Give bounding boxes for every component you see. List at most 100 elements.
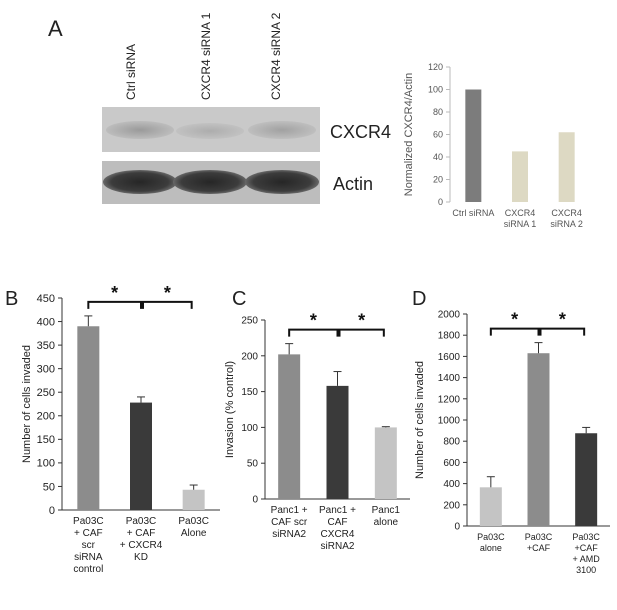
x-tick-label: siRNA 2 — [550, 219, 583, 229]
chart-b-pa03c-invasion: 0 50 100 150 200 250 300 350 400 450 Number of cel… — [21, 293, 220, 575]
y-tick-label: 0 — [438, 197, 443, 207]
x-tick-label: siRNA 1 — [504, 219, 537, 229]
bar — [278, 354, 301, 499]
y-tick-label: 150 — [37, 434, 55, 446]
cxcr4-band-sirna1 — [176, 123, 244, 139]
y-tick-label: 1000 — [438, 416, 461, 427]
x-tick-label: Pa03C — [572, 532, 600, 542]
y-tick-label: 0 — [454, 522, 460, 533]
y-tick-label: 250 — [241, 316, 258, 327]
chart-a-normalized-cxcr4: 0 20 40 60 80 100 120 Normalized CXCR4/Actin Ctr… — [403, 62, 583, 229]
y-tick-label: 600 — [443, 458, 460, 469]
x-tick-label: + CXCR4 — [120, 540, 163, 551]
x-tick-label: + AMD — [573, 554, 601, 564]
cxcr4-band-sirna2 — [248, 121, 316, 139]
x-tick-label: CXCR4 — [505, 208, 536, 218]
y-tick-label: 400 — [37, 316, 55, 328]
x-tick-label: Pa03C — [525, 532, 553, 542]
y-tick-label: 100 — [428, 85, 443, 95]
x-tick-label: alone — [374, 517, 399, 528]
blot-row-label-actin: Actin — [333, 174, 373, 194]
y-tick-label: 800 — [443, 437, 460, 448]
x-tick-label: CAF scr — [271, 517, 308, 528]
y-tick-label: 1400 — [438, 373, 461, 384]
y-tick-label: 50 — [247, 459, 259, 470]
bar — [575, 433, 598, 526]
y-tick-label: 2000 — [438, 310, 461, 321]
y-tick-label: 80 — [433, 107, 443, 117]
y-tick-label: 200 — [443, 500, 460, 511]
y-tick-label: 1600 — [438, 352, 461, 363]
x-tick-label: KD — [134, 552, 148, 563]
panel-label-b: B — [5, 288, 18, 310]
bar — [326, 385, 349, 499]
bar — [130, 402, 152, 510]
y-tick-label: 350 — [37, 340, 55, 352]
western-blot: Ctrl siRNA CXCR4 siRNA 1 CXCR4 siRNA 2 C… — [102, 12, 391, 204]
significance-bracket — [288, 328, 339, 337]
y-axis-title: Number of cells invaded — [414, 361, 426, 479]
significance-bracket — [539, 327, 586, 336]
y-tick-label: 300 — [37, 364, 55, 376]
y-tick-label: 150 — [241, 387, 258, 398]
significance-bracket — [87, 300, 142, 309]
x-tick-label: CXCR4 — [551, 208, 582, 218]
x-tick-label: Panc1 + — [319, 505, 356, 516]
x-tick-label: Ctrl siRNA — [452, 208, 494, 218]
blot-lane-label-ctrl: Ctrl siRNA — [124, 44, 138, 100]
x-tick-label: CAF — [328, 517, 348, 528]
actin-band-sirna2 — [245, 170, 319, 194]
x-tick-label: scr — [82, 540, 96, 551]
panel-label-a: A — [48, 16, 63, 41]
y-tick-label: 40 — [433, 152, 443, 162]
bar — [374, 427, 397, 499]
x-tick-label: Panc1 — [372, 505, 401, 516]
y-tick-label: 100 — [241, 423, 258, 434]
x-tick-label: siRNA2 — [321, 541, 355, 552]
x-tick-label: Pa03C — [126, 516, 157, 527]
significance-star: * — [358, 311, 365, 331]
x-tick-label: + CAF — [74, 528, 103, 539]
significance-star: * — [559, 310, 566, 330]
significance-bracket — [489, 327, 540, 336]
x-tick-label: CXCR4 — [321, 529, 355, 540]
x-tick-label: Pa03C — [477, 532, 505, 542]
actin-band-sirna1 — [173, 170, 247, 194]
significance-star: * — [511, 310, 518, 330]
bar — [77, 326, 100, 510]
panel-label-c: C — [232, 288, 246, 310]
chart-c-panc1-invasion: 0 50 100 150 200 250 Invasion (% control) Panc1… — [224, 316, 410, 552]
x-tick-label: Panc1 + — [271, 505, 308, 516]
y-tick-label: 450 — [37, 293, 55, 305]
x-tick-label: siRNA — [74, 552, 103, 563]
y-tick-label: 60 — [433, 130, 443, 140]
blot-row-label-cxcr4: CXCR4 — [330, 122, 391, 142]
x-tick-label: control — [73, 564, 103, 575]
y-axis-title: Invasion (% control) — [224, 361, 236, 458]
y-tick-label: 200 — [37, 411, 55, 423]
y-tick-label: 400 — [443, 479, 460, 490]
significance-bracket — [338, 328, 385, 337]
significance-brackets-c: * * — [288, 311, 385, 337]
x-tick-label: alone — [480, 543, 502, 553]
y-tick-label: 0 — [252, 495, 258, 506]
x-tick-label: 3100 — [576, 565, 596, 575]
y-tick-label: 120 — [428, 62, 443, 72]
y-tick-label: 50 — [43, 481, 55, 493]
blot-lane-label-sirna1: CXCR4 siRNA 1 — [199, 12, 213, 100]
x-tick-label: + CAF — [127, 528, 156, 539]
y-tick-label: 1200 — [438, 394, 461, 405]
x-tick-label: siRNA2 — [272, 529, 306, 540]
bar — [558, 132, 575, 202]
significance-star: * — [111, 283, 118, 303]
cxcr4-band-ctrl — [106, 121, 174, 139]
y-tick-label: 100 — [37, 458, 55, 470]
bar — [512, 151, 528, 202]
blot-lane-label-sirna2: CXCR4 siRNA 2 — [269, 12, 283, 100]
bar — [182, 489, 205, 510]
chart-d-amd3100-invasion: 0 200 400 600 800 1000 1200 1400 1600 1800 2000 Num… — [414, 310, 610, 575]
significance-brackets-b: * * — [87, 283, 193, 309]
significance-star: * — [310, 311, 317, 331]
y-tick-label: 1800 — [438, 331, 461, 342]
